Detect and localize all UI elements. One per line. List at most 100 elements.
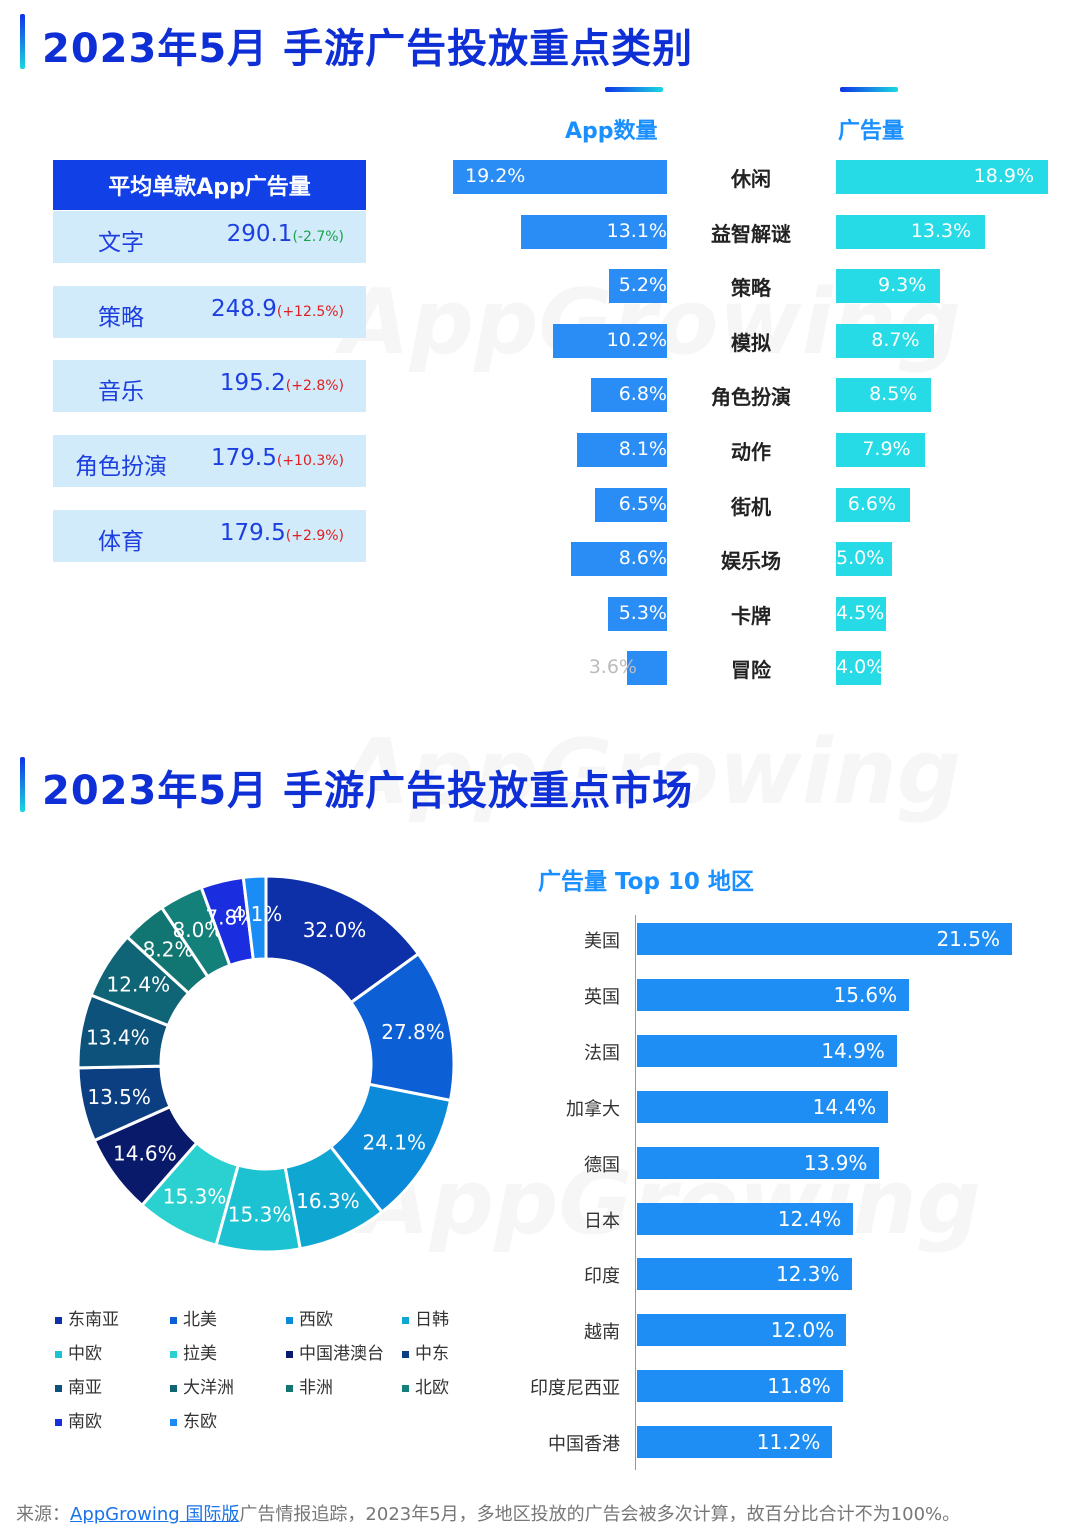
footer-link[interactable]: AppGrowing 国际版 [70, 1504, 240, 1525]
donut-slice-label: 32.0% [303, 918, 367, 942]
ad-volume-value: 7.9% [862, 438, 911, 460]
category-label: 休闲 [731, 167, 771, 191]
app-count-value: 19.2% [465, 165, 526, 187]
avg-table-header: 平均单款App广告量 [53, 160, 366, 210]
region-label: 日本 [584, 1210, 620, 1232]
app-count-label: App数量 [565, 119, 658, 144]
category-label: 卡牌 [731, 603, 771, 628]
legend-item: 中东 [402, 1339, 449, 1364]
legend-item: 大洋洲 [170, 1373, 234, 1398]
region-label: 法国 [584, 1042, 620, 1064]
region-value: 14.9% [821, 1038, 885, 1063]
legend-swatch [286, 1384, 293, 1392]
legend-swatch [55, 1418, 62, 1426]
legend-label: 西欧 [299, 1310, 333, 1330]
legend-label: 南亚 [68, 1378, 102, 1398]
region-label: 英国 [584, 986, 620, 1008]
avg-row: 文字 290.1(-2.7%) [53, 211, 366, 263]
app-count-value: 8.6% [618, 547, 667, 570]
donut-slice-label: 14.6% [113, 1141, 177, 1165]
app-count-value: 5.2% [618, 274, 667, 297]
ad-volume-bar: 5.0% [836, 542, 893, 577]
legend-label: 中东 [415, 1344, 449, 1364]
region-value: 11.8% [767, 1374, 831, 1399]
donut-slice-label: 13.5% [87, 1085, 151, 1109]
ad-volume-bar: 9.3% [836, 269, 941, 304]
category-label: 策略 [731, 276, 771, 301]
category-label: 街机 [731, 494, 771, 519]
ad-volume-value: 13.3% [910, 219, 972, 242]
ad-volume-value: 4.5% [836, 601, 885, 624]
ad-volume-bar: 7.9% [836, 433, 925, 467]
donut-slice-label: 16.3% [296, 1189, 360, 1213]
legend-item: 日韩 [402, 1305, 449, 1330]
legend-swatch [402, 1350, 409, 1358]
app-count-bar: 8.1% [576, 433, 667, 467]
ad-volume-label: 广告量 [838, 119, 905, 144]
avg-row-value: 290.1 [226, 221, 293, 247]
avg-row-value-wrap: 195.2(+2.8%) [220, 370, 344, 396]
legend-swatch [286, 1316, 293, 1324]
legend-label: 非洲 [299, 1378, 333, 1398]
legend-item: 南亚 [55, 1373, 102, 1398]
app-count-bar: 6.8% [591, 378, 667, 413]
legend-label: 东欧 [183, 1412, 217, 1432]
donut-slice [241, 874, 268, 962]
region-value: 14.4% [812, 1094, 877, 1119]
ad-volume-bar: 8.5% [836, 378, 932, 413]
legend-label: 北欧 [415, 1378, 449, 1398]
title-accent [20, 757, 25, 812]
legend-label: 南欧 [68, 1412, 102, 1432]
avg-row-value-wrap: 179.5(+10.3%) [211, 445, 344, 471]
region-label: 印度尼西亚 [530, 1378, 620, 1400]
app-count-value: 3.6% [588, 656, 637, 679]
avg-row-change: (+2.8%) [285, 378, 344, 394]
ad-volume-value: 18.9% [973, 165, 1034, 187]
avg-row-value-wrap: 290.1(-2.7%) [227, 221, 344, 247]
avg-row-value: 179.5 [219, 520, 286, 546]
avg-row-value-wrap: 179.5(+2.9%) [220, 520, 344, 546]
app-count-value: 5.3% [618, 601, 667, 624]
region-bar: 11.2% [637, 1426, 833, 1459]
avg-row-change: (-2.7%) [292, 229, 344, 245]
ad-volume-value: 4.0% [836, 656, 885, 679]
legend-swatch [402, 1316, 409, 1324]
app-count-bar: 10.2% [553, 323, 667, 358]
legend-label: 中欧 [68, 1344, 102, 1364]
region-bar: 21.5% [637, 923, 1012, 955]
avg-row-change: (+2.9%) [285, 528, 344, 544]
avg-row-name: 文字 [98, 230, 144, 256]
avg-row: 角色扮演 179.5(+10.3%) [53, 435, 366, 487]
region-bar: 14.9% [637, 1034, 897, 1067]
legend-swatch [286, 1350, 293, 1358]
legend-swatch [55, 1350, 62, 1358]
app-count-value: 10.2% [606, 328, 667, 351]
app-count-value: 6.8% [618, 383, 667, 406]
app-count-value: 8.1% [618, 438, 667, 460]
avg-row-change: (+12.5%) [276, 304, 344, 320]
section2-title: 2023年5月 手游广告投放重点市场 [42, 768, 694, 814]
avg-row-name: 角色扮演 [75, 454, 167, 480]
legend-label: 东南亚 [68, 1310, 119, 1330]
ad-volume-value: 8.7% [871, 328, 920, 351]
ad-volume-value: 8.5% [869, 383, 918, 406]
region-label: 美国 [584, 931, 620, 952]
region-value: 13.9% [803, 1150, 868, 1175]
legend-swatch [55, 1384, 62, 1392]
footer-note: 广告情报追踪，2023年5月，多地区投放的广告会被多次计算，故百分比合计不为10… [239, 1504, 961, 1525]
ad-volume-value: 5.0% [836, 547, 885, 570]
region-bar: 11.8% [637, 1370, 843, 1403]
legend-label: 北美 [183, 1310, 217, 1330]
category-label: 益智解谜 [711, 221, 791, 246]
legend-item: 东欧 [170, 1407, 217, 1432]
avg-row-value-wrap: 248.9(+12.5%) [211, 296, 344, 322]
title-accent [20, 14, 25, 69]
app-count-bar: 8.6% [571, 542, 667, 577]
legend-label: 中国港澳台 [299, 1344, 384, 1364]
legend-item: 非洲 [286, 1373, 333, 1398]
category-label: 角色扮演 [711, 385, 791, 410]
legend-item: 中国港澳台 [286, 1339, 384, 1364]
category-label: 娱乐场 [721, 549, 781, 574]
avg-row-value: 179.5 [211, 445, 277, 471]
ad-volume-value: 9.3% [878, 274, 927, 297]
